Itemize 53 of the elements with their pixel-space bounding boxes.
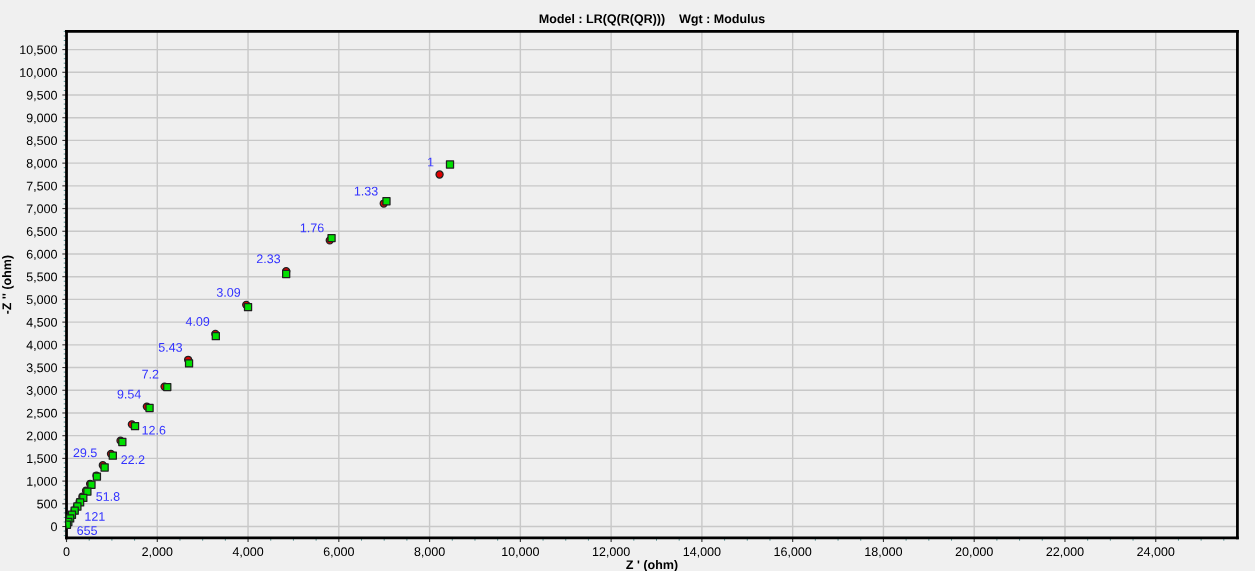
annotation: 121 bbox=[85, 512, 105, 521]
annotation: 5.43 bbox=[158, 342, 183, 352]
annotation: 22.2 bbox=[121, 455, 145, 465]
annotation: 51.8 bbox=[96, 492, 120, 501]
x-tick-label: 16,000 bbox=[774, 547, 812, 558]
x-tick-label: 18,000 bbox=[865, 547, 903, 558]
y-tick-label: 6,000 bbox=[26, 249, 57, 261]
x-tick-label: 8,000 bbox=[414, 547, 445, 558]
y-tick-label: 3,500 bbox=[26, 363, 57, 374]
x-tick-label: 14,000 bbox=[683, 547, 721, 558]
x-tick-label: 24,000 bbox=[1137, 547, 1175, 558]
y-tick-label: 2,500 bbox=[26, 408, 57, 420]
x-tick-label: 6,000 bbox=[323, 547, 354, 558]
x-tick-label: 22,000 bbox=[1046, 547, 1084, 558]
annotation: 2.33 bbox=[256, 254, 281, 264]
y-tick-label: 3,000 bbox=[26, 386, 57, 397]
x-tick-label: 4,000 bbox=[232, 547, 264, 558]
annotation: 1 bbox=[428, 157, 434, 167]
annotation: 1.33 bbox=[354, 186, 378, 196]
y-tick-label: 6,500 bbox=[26, 227, 57, 238]
x-tick-label: 2,000 bbox=[142, 547, 173, 558]
annotation: 4.09 bbox=[185, 317, 210, 326]
y-tick-label: 9,000 bbox=[26, 113, 57, 124]
x-tick-label: 12,000 bbox=[592, 547, 630, 558]
y-tick-label: 10,000 bbox=[20, 68, 57, 79]
y-tick-label: 2,000 bbox=[26, 431, 57, 442]
annotation: 29.5 bbox=[73, 448, 97, 458]
y-tick-label: 0 bbox=[51, 522, 57, 532]
x-tick-label: 0 bbox=[63, 547, 70, 557]
y-tick-label: 8,500 bbox=[26, 136, 57, 147]
y-tick-label: 4,500 bbox=[26, 317, 57, 329]
y-tick-label: 4,000 bbox=[26, 340, 57, 351]
y-tick-label: 1,500 bbox=[27, 454, 57, 465]
y-tick-label: 5,500 bbox=[26, 272, 57, 283]
annotation: 1.76 bbox=[300, 223, 324, 233]
y-tick-label: 8,000 bbox=[26, 158, 57, 170]
annotation: 9.54 bbox=[117, 389, 141, 399]
annotation: 655 bbox=[77, 526, 98, 536]
annotation: 3.09 bbox=[216, 287, 241, 297]
x-tick-label: 20,000 bbox=[955, 547, 993, 558]
annotation: 7.2 bbox=[142, 369, 159, 379]
y-tick-label: 1,000 bbox=[27, 476, 57, 488]
y-tick-label: 9,500 bbox=[26, 90, 57, 102]
y-tick-label: 7,500 bbox=[26, 181, 57, 192]
y-tick-label: 7,000 bbox=[26, 204, 57, 215]
y-tick-label: 500 bbox=[37, 499, 57, 509]
chart-title: Model : LR(Q(R(QR))) Wgt : Modulus bbox=[539, 14, 765, 26]
x-axis-title: Z ' (ohm) bbox=[626, 559, 678, 571]
y-tick-label: 10,500 bbox=[20, 45, 57, 56]
y-axis-title: -Z '' (ohm) bbox=[2, 255, 14, 314]
y-tick-label: 5,000 bbox=[26, 295, 57, 306]
annotation: 12.6 bbox=[142, 425, 166, 435]
x-tick-label: 10,000 bbox=[502, 547, 539, 558]
